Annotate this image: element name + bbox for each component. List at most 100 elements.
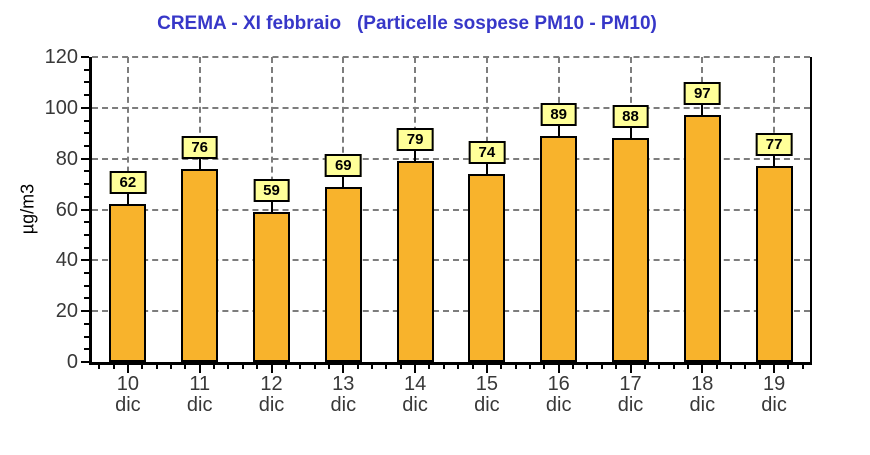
gridline-horizontal <box>92 56 810 58</box>
y-major-tick <box>81 106 89 109</box>
x-minor-tick <box>227 365 230 369</box>
bar-value-label: 59 <box>253 179 290 203</box>
x-minor-tick <box>801 365 804 369</box>
x-minor-tick <box>586 365 589 369</box>
x-minor-tick <box>658 365 661 369</box>
x-tick-day: 14 <box>403 373 427 395</box>
plot-area: 62 76 59 69 79 74 89 88 97 77 <box>89 56 812 365</box>
x-tick-day: 11 <box>189 373 211 395</box>
x-tick-month: dic <box>115 394 141 416</box>
x-minor-tick <box>213 365 216 369</box>
gridline-horizontal <box>92 310 810 313</box>
x-minor-tick <box>98 365 101 369</box>
bar <box>683 115 721 362</box>
x-minor-tick <box>457 365 460 369</box>
x-tick-month: dic <box>330 394 357 416</box>
x-tick-day: 13 <box>332 373 355 395</box>
x-minor-tick <box>371 365 374 369</box>
x-minor-tick <box>744 365 747 369</box>
y-minor-tick <box>84 284 89 287</box>
bar-label-connector <box>126 194 129 207</box>
x-major-tick <box>198 365 201 373</box>
x-minor-tick <box>241 365 244 369</box>
x-major-tick <box>701 365 704 373</box>
y-minor-tick <box>84 221 89 224</box>
x-tick-label: 14 dic <box>379 374 451 416</box>
x-minor-tick <box>471 365 474 369</box>
bar-label-connector <box>629 128 632 141</box>
x-major-tick <box>773 365 776 373</box>
x-minor-tick <box>643 365 646 369</box>
bar <box>181 168 219 362</box>
x-major-tick <box>629 365 632 373</box>
x-tick-month: dic <box>402 394 428 416</box>
x-major-tick <box>557 365 560 373</box>
y-tick-label: 80 <box>55 147 78 170</box>
x-tick-month: dic <box>617 394 644 416</box>
x-tick-day: 12 <box>260 373 283 395</box>
x-minor-tick <box>112 365 115 369</box>
x-tick-label: 11 dic <box>164 374 236 416</box>
bar-value-label: 97 <box>683 82 721 106</box>
bar-label-connector <box>270 202 273 215</box>
bar-value-label: 74 <box>468 140 506 164</box>
bar <box>540 135 578 362</box>
x-minor-tick <box>730 365 733 369</box>
bar-label-connector <box>773 156 776 169</box>
x-minor-tick <box>500 365 503 369</box>
y-minor-tick <box>84 335 89 338</box>
x-tick-label: 18 dic <box>666 374 738 416</box>
y-minor-tick <box>84 170 89 173</box>
x-minor-tick <box>155 365 158 369</box>
y-minor-tick <box>84 272 89 275</box>
x-tick-day: 18 <box>691 373 714 395</box>
x-tick-label: 15 dic <box>451 374 523 416</box>
x-minor-tick <box>672 365 675 369</box>
x-minor-tick <box>615 365 618 369</box>
x-minor-tick <box>514 365 517 369</box>
x-tick-day: 16 <box>547 373 570 395</box>
x-major-tick <box>126 365 129 373</box>
y-tick-label: 40 <box>55 249 78 272</box>
bar-value-label: 76 <box>181 135 219 159</box>
x-minor-tick <box>572 365 575 369</box>
x-tick-label: 16 dic <box>523 374 595 416</box>
x-tick-month: dic <box>545 394 572 416</box>
x-tick-label: 10 dic <box>92 374 164 416</box>
bar-label-connector <box>342 176 345 189</box>
x-minor-tick <box>787 365 790 369</box>
bar-value-label: 79 <box>396 128 434 152</box>
y-major-tick <box>81 361 89 363</box>
y-minor-tick <box>84 322 89 325</box>
x-minor-tick <box>299 365 302 369</box>
bar-label-connector <box>198 158 201 171</box>
y-major-tick <box>81 259 89 262</box>
gridline-horizontal <box>92 208 810 211</box>
chart-title: CREMA - XI febbraio (Particelle sospese … <box>157 13 657 34</box>
x-major-tick <box>485 365 488 373</box>
y-minor-tick <box>84 68 89 71</box>
x-minor-tick <box>385 365 388 369</box>
bar-value-label: 88 <box>612 105 649 129</box>
x-tick-month: dic <box>186 394 213 416</box>
x-minor-tick <box>399 365 402 369</box>
y-minor-tick <box>84 233 89 236</box>
x-minor-tick <box>715 365 718 369</box>
y-major-tick <box>81 56 89 58</box>
bar <box>109 204 147 362</box>
bar <box>324 186 362 362</box>
y-tick-label: 120 <box>44 46 78 68</box>
x-major-tick <box>414 365 417 373</box>
bar-label-connector <box>701 105 704 118</box>
bar <box>396 161 434 362</box>
y-minor-tick <box>84 183 89 186</box>
y-tick-label: 0 <box>66 351 78 373</box>
x-minor-tick <box>543 365 546 369</box>
bar-value-label: 62 <box>109 171 147 195</box>
y-minor-tick <box>84 81 89 84</box>
y-minor-tick <box>84 94 89 97</box>
x-tick-label: 13 dic <box>307 374 379 416</box>
x-tick-month: dic <box>689 394 716 416</box>
x-minor-tick <box>428 365 431 369</box>
bar-value-label: 89 <box>540 102 578 126</box>
